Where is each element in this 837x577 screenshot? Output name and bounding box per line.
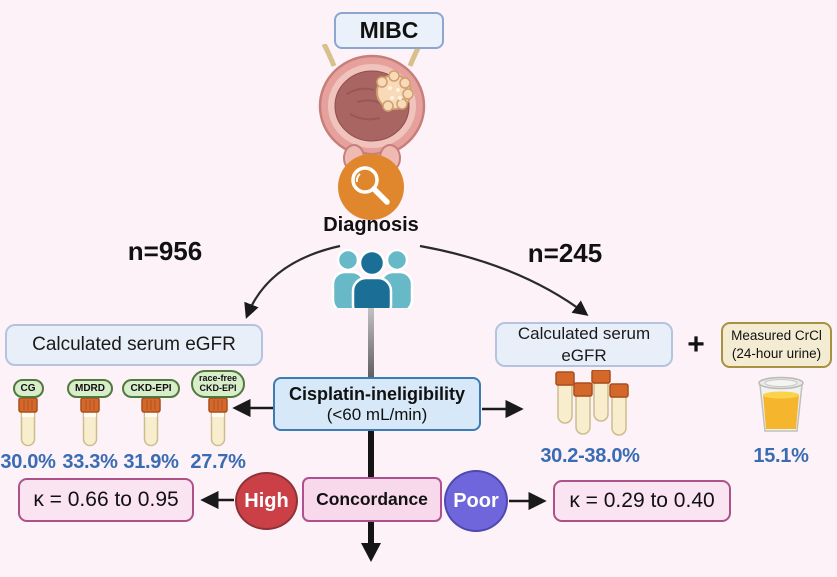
bladder-icon — [318, 44, 426, 174]
vertical-flow-arrowhead — [361, 543, 381, 562]
people-icon — [331, 248, 414, 308]
tube-value: 27.7% — [190, 451, 246, 473]
tube-value: 33.3% — [62, 451, 118, 473]
tube-label: MDRD — [67, 379, 113, 398]
tube-value: 31.9% — [123, 451, 179, 473]
urine-cup-icon — [758, 376, 804, 432]
crcl-line1: Measured CrCl — [731, 328, 822, 344]
test-tube-icon — [80, 398, 100, 447]
curved-arrow-right — [419, 244, 589, 316]
test-tube-cluster-icon — [555, 370, 629, 436]
high-concordance-circle: High — [235, 472, 298, 530]
test-tube-icon — [18, 398, 38, 447]
mibc-title: MIBC — [359, 17, 419, 43]
test-tube-icon — [141, 398, 161, 447]
mibc-title-box: MIBC — [334, 12, 444, 49]
test-tube-icon — [208, 398, 228, 447]
tube-racefree-ckdepi: race-free CKD-EPI 27.7% — [186, 366, 250, 474]
search-icon — [338, 154, 404, 220]
crcl-line2: (24-hour urine) — [731, 346, 822, 361]
right-egfr-box: Calculated serum eGFR — [495, 322, 673, 367]
plus-sign: + — [687, 328, 705, 361]
tube-cg: CG 30.0% — [0, 368, 60, 474]
cisplatin-ineligibility-box: Cisplatin-ineligibility (<60 mL/min) — [273, 377, 481, 431]
tube-label: CG — [12, 379, 44, 398]
tube-value: 30.0% — [0, 451, 56, 473]
right-egfr-title-line2: eGFR — [561, 345, 607, 365]
cohort-n-left: n=956 — [127, 236, 203, 266]
cup-value: 15.1% — [753, 445, 809, 467]
tube-ckdepi: CKD-EPI 31.9% — [119, 368, 183, 474]
concordance-box: Concordance — [302, 477, 442, 522]
curved-arrow-left — [244, 244, 341, 319]
right-egfr-title-line1: Calculated serum — [517, 324, 651, 344]
cisplatin-line2: (<60 mL/min) — [326, 404, 428, 424]
right-tubes-value: 30.2-38.0% — [540, 445, 640, 467]
cisplatin-line1: Cisplatin-ineligibility — [288, 383, 465, 404]
measured-crcl-box: Measured CrCl (24-hour urine) — [721, 322, 832, 368]
left-egfr-title: Calculated serum eGFR — [32, 334, 236, 355]
tumor-icon — [376, 70, 414, 112]
tube-label: CKD-EPI — [122, 379, 180, 398]
cohort-n-right: n=245 — [527, 238, 603, 268]
tube-mdrd: MDRD 33.3% — [58, 368, 122, 474]
tube-label: race-free CKD-EPI — [190, 370, 246, 398]
kappa-high-box: κ = 0.66 to 0.95 — [18, 478, 194, 522]
diagnosis-label: Diagnosis — [323, 214, 419, 236]
poor-concordance-circle: Poor — [444, 470, 508, 532]
kappa-poor-box: κ = 0.29 to 0.40 — [553, 480, 731, 522]
left-egfr-box: Calculated serum eGFR — [5, 324, 263, 366]
